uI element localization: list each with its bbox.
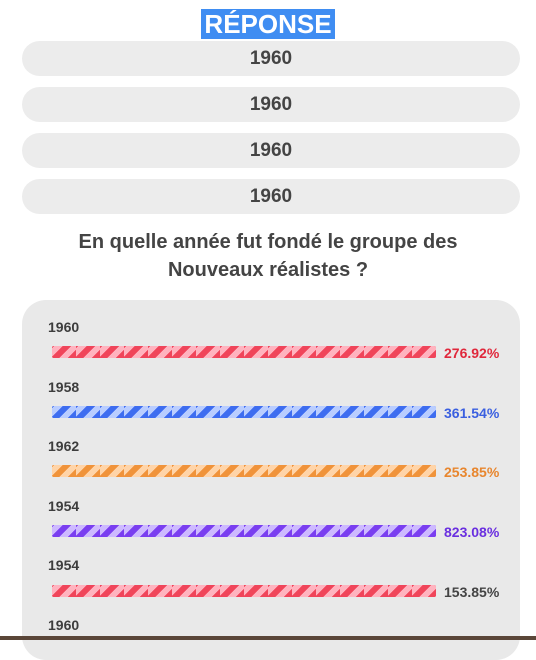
- result-bar: [52, 585, 436, 597]
- result-label: 1962: [48, 438, 80, 454]
- result-percent: 276.92%: [444, 345, 500, 361]
- answer-option-3[interactable]: 1960: [22, 133, 520, 168]
- result-bar: [52, 465, 436, 477]
- result-label: 1954: [48, 498, 80, 514]
- result-label: 1960: [48, 319, 80, 335]
- result-bar: [52, 346, 436, 358]
- result-bar: [52, 406, 436, 418]
- result-percent: 361.54%: [444, 405, 500, 421]
- bottom-divider: [0, 636, 536, 640]
- answer-header: RÉPONSE: [0, 9, 536, 39]
- result-percent: 253.85%: [444, 464, 500, 480]
- answer-option-1[interactable]: 1960: [22, 41, 520, 76]
- answer-title: RÉPONSE: [201, 9, 335, 39]
- result-bar: [52, 525, 436, 537]
- results-panel: 1960 276.92% 1958 361.54% 1962 253.85% 1…: [22, 300, 520, 660]
- result-label: 1954: [48, 557, 80, 573]
- result-label: 1958: [48, 379, 80, 395]
- result-percent: 823.08%: [444, 524, 500, 540]
- answer-option-2[interactable]: 1960: [22, 87, 520, 122]
- question-text: En quelle année fut fondé le groupe des …: [78, 231, 458, 281]
- answer-option-4[interactable]: 1960: [22, 179, 520, 214]
- result-percent: 153.85%: [444, 584, 500, 600]
- result-label: 1960: [48, 617, 80, 633]
